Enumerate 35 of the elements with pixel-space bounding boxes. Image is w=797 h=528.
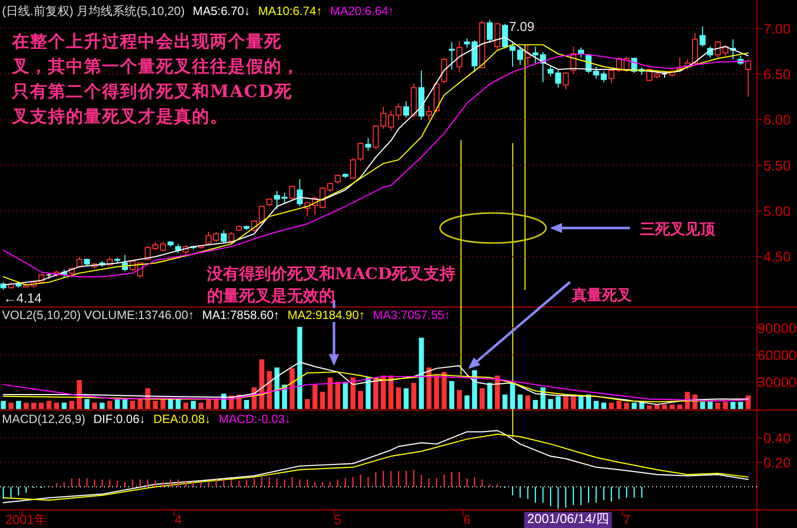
y-tick-label: 6.00	[763, 112, 791, 128]
text: MA10:6.74↑	[258, 4, 322, 18]
x-tick-label: 6	[463, 512, 471, 527]
text: MA20:6.64↑	[330, 4, 394, 18]
y-tick-label: 90000	[758, 320, 797, 336]
x-tick-label: 2001年	[5, 512, 48, 527]
x-tick-label: 5	[334, 512, 342, 527]
annotation: MACD:-0.03↓	[218, 412, 291, 426]
y-tick-label: 5.00	[763, 203, 791, 220]
y-tick-label: 7.00	[763, 20, 791, 36]
y-tick-label: 6.50	[763, 66, 791, 82]
text: MA1:7858.60↑	[202, 308, 280, 322]
text: DIF:0.06↓	[93, 412, 146, 426]
annotation: 在整个上升过程中会出现两个量死叉，其中第一个量死叉往往是假的，只有第二个得到价死叉和MACD死叉支持的量死叉才是真的。	[12, 31, 301, 129]
y-tick-label: 0.40	[763, 430, 791, 446]
x-tick-label: 4	[174, 512, 182, 527]
annotation: ←4.14	[3, 290, 42, 306]
y-tick-label: 60000	[758, 346, 797, 363]
annotation: 7.09	[509, 19, 534, 34]
annotation: 三死叉见顶	[640, 220, 716, 238]
annotation: 没有得到价死叉和MACD死叉支持的量死叉是无效的	[207, 263, 457, 307]
chart-title: (日线.前复权) 月均线系统(5,10,20)	[2, 4, 185, 18]
text: MA5:6.70↓	[192, 4, 250, 18]
chart-title: VOL2(5,10,20) VOLUME:13746.00↑	[2, 308, 194, 322]
y-tick-label: 30000	[758, 374, 797, 390]
text: MA3:7057.55↑	[372, 308, 450, 322]
y-tick-label: 0.20	[763, 454, 791, 470]
y-tick-label: 5.50	[763, 157, 791, 174]
x-tick-label: 7	[622, 512, 630, 527]
annotation: 真量死叉	[571, 286, 632, 304]
y-tick-label: 4.50	[763, 248, 791, 265]
text: 2001/06/14/四	[527, 511, 609, 526]
text: DEA:0.08↓	[153, 412, 211, 426]
chart-title: MACD(12,26,9)	[2, 412, 86, 426]
text: MA2:9184.90↑	[288, 308, 365, 322]
